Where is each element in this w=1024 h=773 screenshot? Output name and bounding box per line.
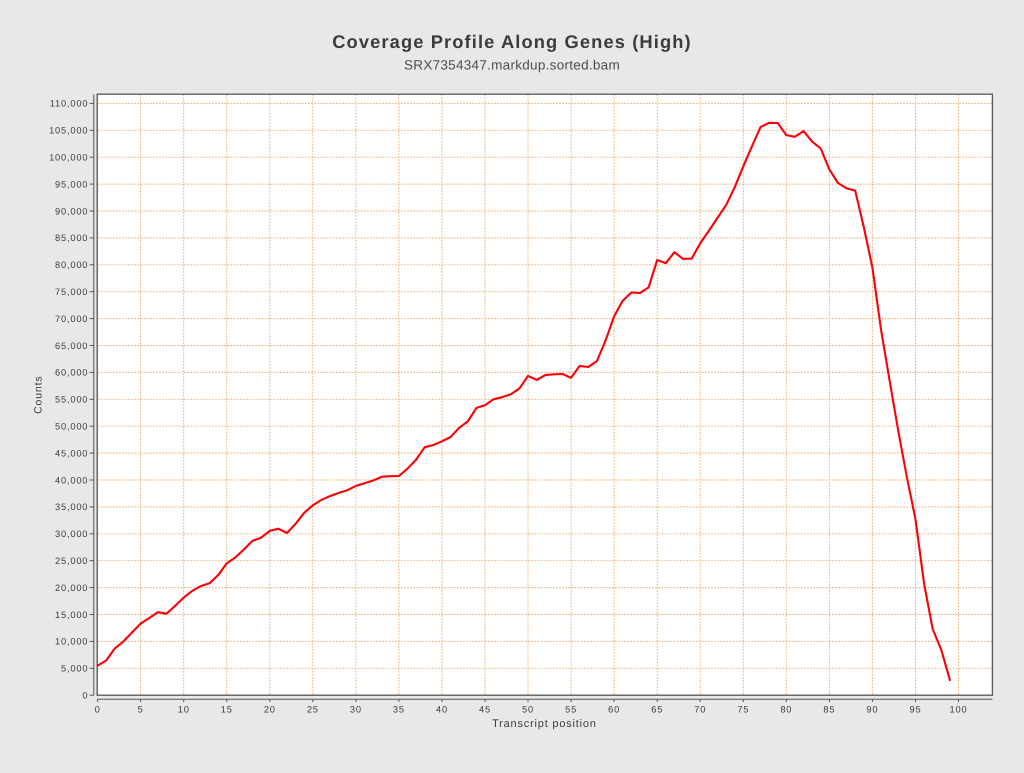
svg-text:50,000: 50,000	[55, 422, 88, 432]
svg-text:85: 85	[823, 705, 835, 715]
svg-text:25: 25	[307, 705, 319, 715]
svg-text:70,000: 70,000	[55, 314, 88, 324]
svg-text:Counts: Counts	[33, 376, 45, 414]
svg-text:90,000: 90,000	[55, 206, 88, 216]
svg-text:55: 55	[565, 705, 577, 715]
svg-text:45,000: 45,000	[55, 448, 88, 458]
svg-text:75,000: 75,000	[55, 287, 88, 297]
svg-text:10: 10	[178, 705, 190, 715]
svg-text:30: 30	[350, 705, 362, 715]
svg-text:Coverage Profile Along Genes (: Coverage Profile Along Genes (High)	[332, 31, 692, 52]
svg-text:40,000: 40,000	[55, 475, 88, 485]
svg-text:35,000: 35,000	[55, 502, 88, 512]
svg-text:65,000: 65,000	[55, 341, 88, 351]
svg-text:0: 0	[95, 705, 101, 715]
svg-text:95,000: 95,000	[55, 179, 88, 189]
svg-text:15: 15	[221, 705, 233, 715]
svg-text:80,000: 80,000	[55, 260, 88, 270]
svg-text:30,000: 30,000	[55, 529, 88, 539]
svg-text:100,000: 100,000	[49, 153, 88, 163]
svg-text:50: 50	[522, 705, 534, 715]
svg-text:5: 5	[138, 705, 144, 715]
svg-text:75: 75	[737, 705, 749, 715]
svg-text:55,000: 55,000	[55, 395, 88, 405]
svg-text:20,000: 20,000	[55, 583, 88, 593]
svg-text:Transcript position: Transcript position	[492, 718, 597, 730]
svg-text:SRX7354347.markdup.sorted.bam: SRX7354347.markdup.sorted.bam	[404, 58, 620, 73]
svg-text:60,000: 60,000	[55, 368, 88, 378]
svg-text:80: 80	[780, 705, 792, 715]
svg-text:110,000: 110,000	[50, 99, 89, 109]
svg-text:65: 65	[651, 705, 663, 715]
svg-text:35: 35	[393, 705, 405, 715]
svg-text:25,000: 25,000	[55, 556, 88, 566]
svg-text:90: 90	[866, 705, 878, 715]
svg-text:95: 95	[910, 705, 922, 715]
svg-text:10,000: 10,000	[55, 637, 88, 647]
svg-text:100: 100	[950, 705, 968, 715]
svg-text:60: 60	[608, 705, 620, 715]
svg-text:70: 70	[694, 705, 706, 715]
svg-text:20: 20	[264, 705, 276, 715]
svg-text:5,000: 5,000	[61, 664, 88, 674]
svg-text:45: 45	[479, 705, 491, 715]
svg-text:15,000: 15,000	[55, 610, 88, 620]
svg-text:105,000: 105,000	[49, 126, 88, 136]
svg-text:0: 0	[82, 691, 88, 701]
svg-text:85,000: 85,000	[55, 233, 88, 243]
svg-text:40: 40	[436, 705, 448, 715]
